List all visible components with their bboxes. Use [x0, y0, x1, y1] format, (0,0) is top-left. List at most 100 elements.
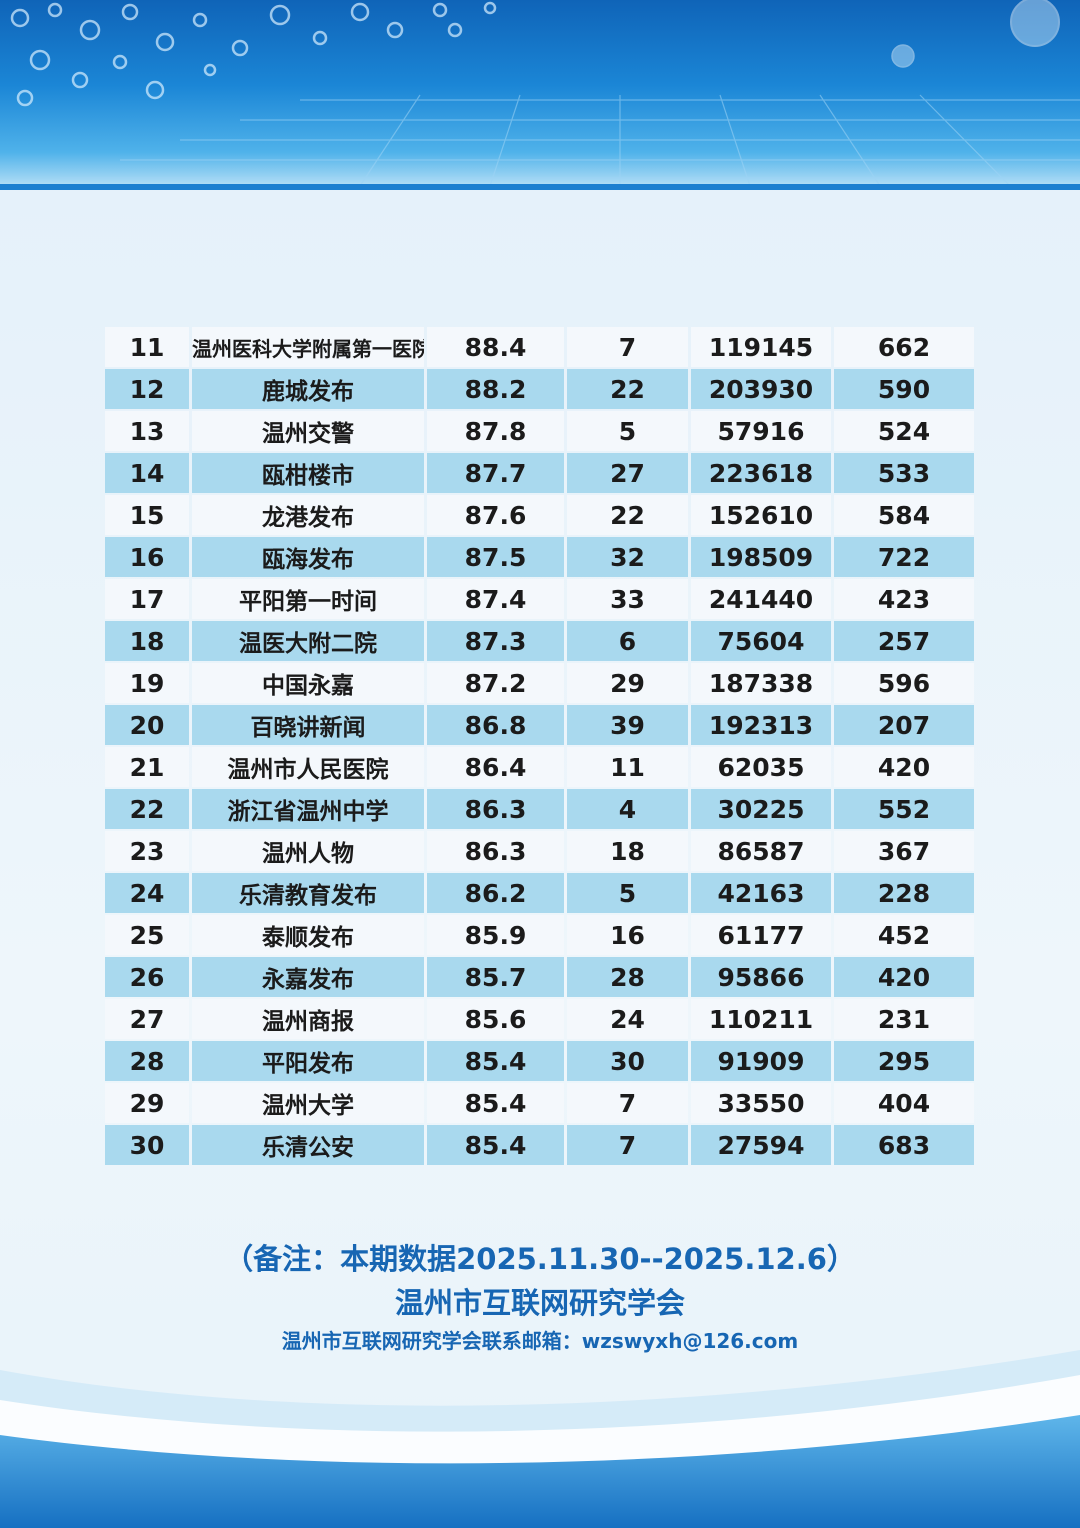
- table-row: 20 百晓讲新闻 86.8 39 192313 207: [105, 705, 974, 745]
- account-name-cell: 乐清公安: [192, 1125, 424, 1165]
- likes-cell: 404: [834, 1083, 974, 1123]
- likes-cell: 257: [834, 621, 974, 661]
- posts-cell: 6: [567, 621, 688, 661]
- account-name-cell: 温州市人民医院: [192, 747, 424, 787]
- likes-cell: 452: [834, 915, 974, 955]
- rank-cell: 17: [105, 579, 189, 619]
- posts-cell: 32: [567, 537, 688, 577]
- rank-cell: 24: [105, 873, 189, 913]
- rank-cell: 21: [105, 747, 189, 787]
- posts-cell: 24: [567, 999, 688, 1039]
- score-cell: 87.8: [427, 411, 564, 451]
- score-cell: 85.4: [427, 1083, 564, 1123]
- score-cell: 85.4: [427, 1041, 564, 1081]
- ranking-table-body: 11 温州医科大学附属第一医院 88.4 7 119145 662 12 鹿城发布 88.2 2…: [105, 327, 974, 1165]
- table-row: 11 温州医科大学附属第一医院 88.4 7 119145 662: [105, 327, 974, 367]
- posts-cell: 7: [567, 327, 688, 367]
- header-banner: [0, 0, 1080, 190]
- table-row: 25 泰顺发布 85.9 16 61177 452: [105, 915, 974, 955]
- reads-cell: 241440: [691, 579, 831, 619]
- posts-cell: 22: [567, 369, 688, 409]
- score-cell: 85.6: [427, 999, 564, 1039]
- table-row: 17 平阳第一时间 87.4 33 241440 423: [105, 579, 974, 619]
- reads-cell: 86587: [691, 831, 831, 871]
- likes-cell: 552: [834, 789, 974, 829]
- reads-cell: 187338: [691, 663, 831, 703]
- score-cell: 87.4: [427, 579, 564, 619]
- account-name-cell: 温州人物: [192, 831, 424, 871]
- posts-cell: 27: [567, 453, 688, 493]
- score-cell: 87.2: [427, 663, 564, 703]
- posts-cell: 18: [567, 831, 688, 871]
- likes-cell: 420: [834, 957, 974, 997]
- posts-cell: 22: [567, 495, 688, 535]
- rank-cell: 22: [105, 789, 189, 829]
- account-name-cell: 温州交警: [192, 411, 424, 451]
- rank-cell: 23: [105, 831, 189, 871]
- likes-cell: 662: [834, 327, 974, 367]
- rank-cell: 28: [105, 1041, 189, 1081]
- likes-cell: 423: [834, 579, 974, 619]
- reads-cell: 192313: [691, 705, 831, 745]
- reads-cell: 75604: [691, 621, 831, 661]
- rank-cell: 26: [105, 957, 189, 997]
- account-name-cell: 泰顺发布: [192, 915, 424, 955]
- posts-cell: 39: [567, 705, 688, 745]
- posts-cell: 16: [567, 915, 688, 955]
- rank-cell: 30: [105, 1125, 189, 1165]
- reads-cell: 198509: [691, 537, 831, 577]
- score-cell: 86.4: [427, 747, 564, 787]
- account-name-cell: 温州大学: [192, 1083, 424, 1123]
- account-name-cell: 瓯海发布: [192, 537, 424, 577]
- table-row: 30 乐清公安 85.4 7 27594 683: [105, 1125, 974, 1165]
- data-period-note: （备注：本期数据2025.11.30--2025.12.6）: [224, 1242, 856, 1276]
- likes-cell: 524: [834, 411, 974, 451]
- likes-cell: 533: [834, 453, 974, 493]
- posts-cell: 5: [567, 873, 688, 913]
- table-row: 27 温州商报 85.6 24 110211 231: [105, 999, 974, 1039]
- rank-cell: 15: [105, 495, 189, 535]
- ranking-table: 11 温州医科大学附属第一医院 88.4 7 119145 662 12 鹿城发布 88.2 2…: [102, 325, 977, 1167]
- account-name-cell: 鹿城发布: [192, 369, 424, 409]
- rank-cell: 16: [105, 537, 189, 577]
- rank-cell: 25: [105, 915, 189, 955]
- likes-cell: 295: [834, 1041, 974, 1081]
- reads-cell: 62035: [691, 747, 831, 787]
- posts-cell: 5: [567, 411, 688, 451]
- reads-cell: 203930: [691, 369, 831, 409]
- header-decoration: [10, 0, 1080, 187]
- posts-cell: 7: [567, 1125, 688, 1165]
- header-edge: [0, 184, 1080, 190]
- likes-cell: 722: [834, 537, 974, 577]
- table-row: 14 瓯柑楼市 87.7 27 223618 533: [105, 453, 974, 493]
- account-name-cell: 温医大附二院: [192, 621, 424, 661]
- contact-email: 温州市互联网研究学会联系邮箱：wzswyxh@126.com: [281, 1329, 799, 1353]
- posts-cell: 33: [567, 579, 688, 619]
- likes-cell: 228: [834, 873, 974, 913]
- reads-cell: 91909: [691, 1041, 831, 1081]
- account-name-cell: 龙港发布: [192, 495, 424, 535]
- table-row: 16 瓯海发布 87.5 32 198509 722: [105, 537, 974, 577]
- score-cell: 86.3: [427, 831, 564, 871]
- reads-cell: 223618: [691, 453, 831, 493]
- account-name-cell: 温州医科大学附属第一医院: [192, 327, 424, 367]
- reads-cell: 42163: [691, 873, 831, 913]
- likes-cell: 231: [834, 999, 974, 1039]
- posts-cell: 11: [567, 747, 688, 787]
- reads-cell: 33550: [691, 1083, 831, 1123]
- table-row: 18 温医大附二院 87.3 6 75604 257: [105, 621, 974, 661]
- table-row: 24 乐清教育发布 86.2 5 42163 228: [105, 873, 974, 913]
- account-name-cell: 浙江省温州中学: [192, 789, 424, 829]
- rank-cell: 14: [105, 453, 189, 493]
- score-cell: 86.8: [427, 705, 564, 745]
- score-cell: 87.3: [427, 621, 564, 661]
- table-row: 13 温州交警 87.8 5 57916 524: [105, 411, 974, 451]
- posts-cell: 29: [567, 663, 688, 703]
- reads-cell: 110211: [691, 999, 831, 1039]
- rank-cell: 20: [105, 705, 189, 745]
- table-row: 12 鹿城发布 88.2 22 203930 590: [105, 369, 974, 409]
- reads-cell: 57916: [691, 411, 831, 451]
- likes-cell: 367: [834, 831, 974, 871]
- rank-cell: 13: [105, 411, 189, 451]
- account-name-cell: 温州商报: [192, 999, 424, 1039]
